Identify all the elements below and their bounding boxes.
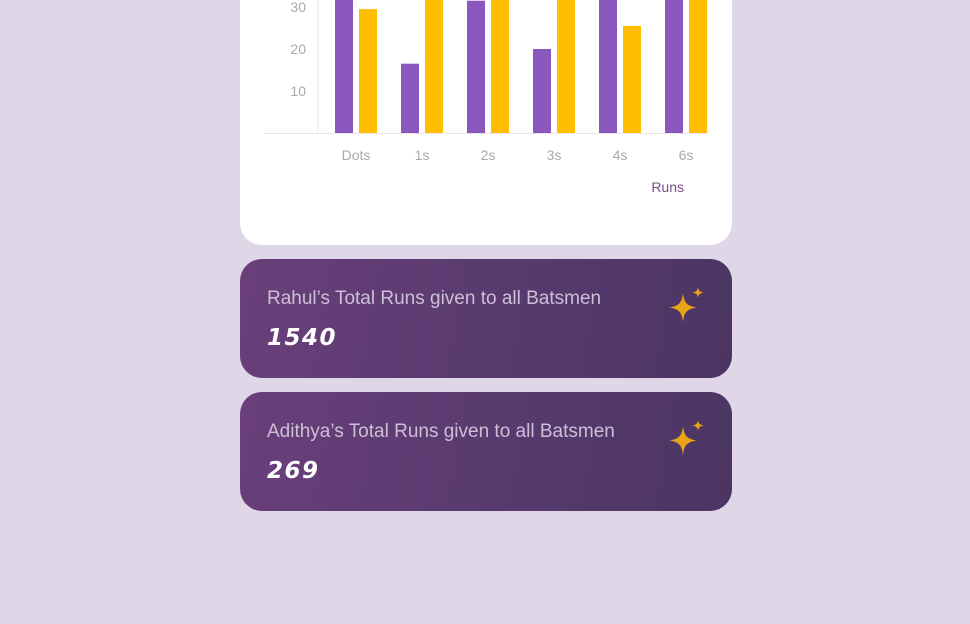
sparkle-icon <box>669 420 704 455</box>
bar-3s-series-2 <box>557 0 575 133</box>
runs-bar-chart: 10 20 30 Dots 1s 2s 3s 4s 6s Runs <box>264 0 708 195</box>
bar-3s-series-1 <box>533 49 551 133</box>
x-tick-label-3s: 3s <box>547 147 562 163</box>
rahul-total-runs-value: 1540 <box>267 325 338 351</box>
bar-6s-series-1 <box>665 0 683 134</box>
adithya-total-runs-title: Adithya’s Total Runs given to all Batsme… <box>267 421 615 442</box>
bar-2s-series-1 <box>467 0 485 134</box>
bar-4s-series-1 <box>599 0 617 134</box>
x-tick-label-2s: 2s <box>481 147 496 163</box>
bar-dots-series-2 <box>359 9 377 133</box>
adithya-total-runs-card: Adithya’s Total Runs given to all Batsme… <box>240 392 732 511</box>
x-tick-label-dots: Dots <box>342 147 371 163</box>
x-tick-label-6s: 6s <box>679 147 694 163</box>
bar-1s-series-1 <box>401 63 419 133</box>
bar-6s-series-2 <box>689 0 707 133</box>
y-tick-label-10: 10 <box>290 83 306 99</box>
sparkle-icon <box>669 287 704 322</box>
x-axis-title: Runs <box>651 179 684 195</box>
rahul-total-runs-card: Rahul’s Total Runs given to all Batsmen … <box>240 259 732 378</box>
bar-2s-series-2 <box>491 0 509 133</box>
y-tick-label-30: 30 <box>290 0 306 15</box>
x-tick-label-4s: 4s <box>613 147 628 163</box>
runs-chart-card: 10 20 30 Dots 1s 2s 3s 4s 6s Runs <box>240 0 732 245</box>
y-tick-label-20: 20 <box>290 41 306 57</box>
x-tick-label-1s: 1s <box>415 147 430 163</box>
rahul-total-runs-title: Rahul’s Total Runs given to all Batsmen <box>267 288 602 309</box>
adithya-total-runs-value: 269 <box>267 458 320 484</box>
bar-4s-series-2 <box>623 25 641 133</box>
bar-1s-series-2 <box>425 0 443 133</box>
bar-dots-series-1 <box>335 0 353 133</box>
